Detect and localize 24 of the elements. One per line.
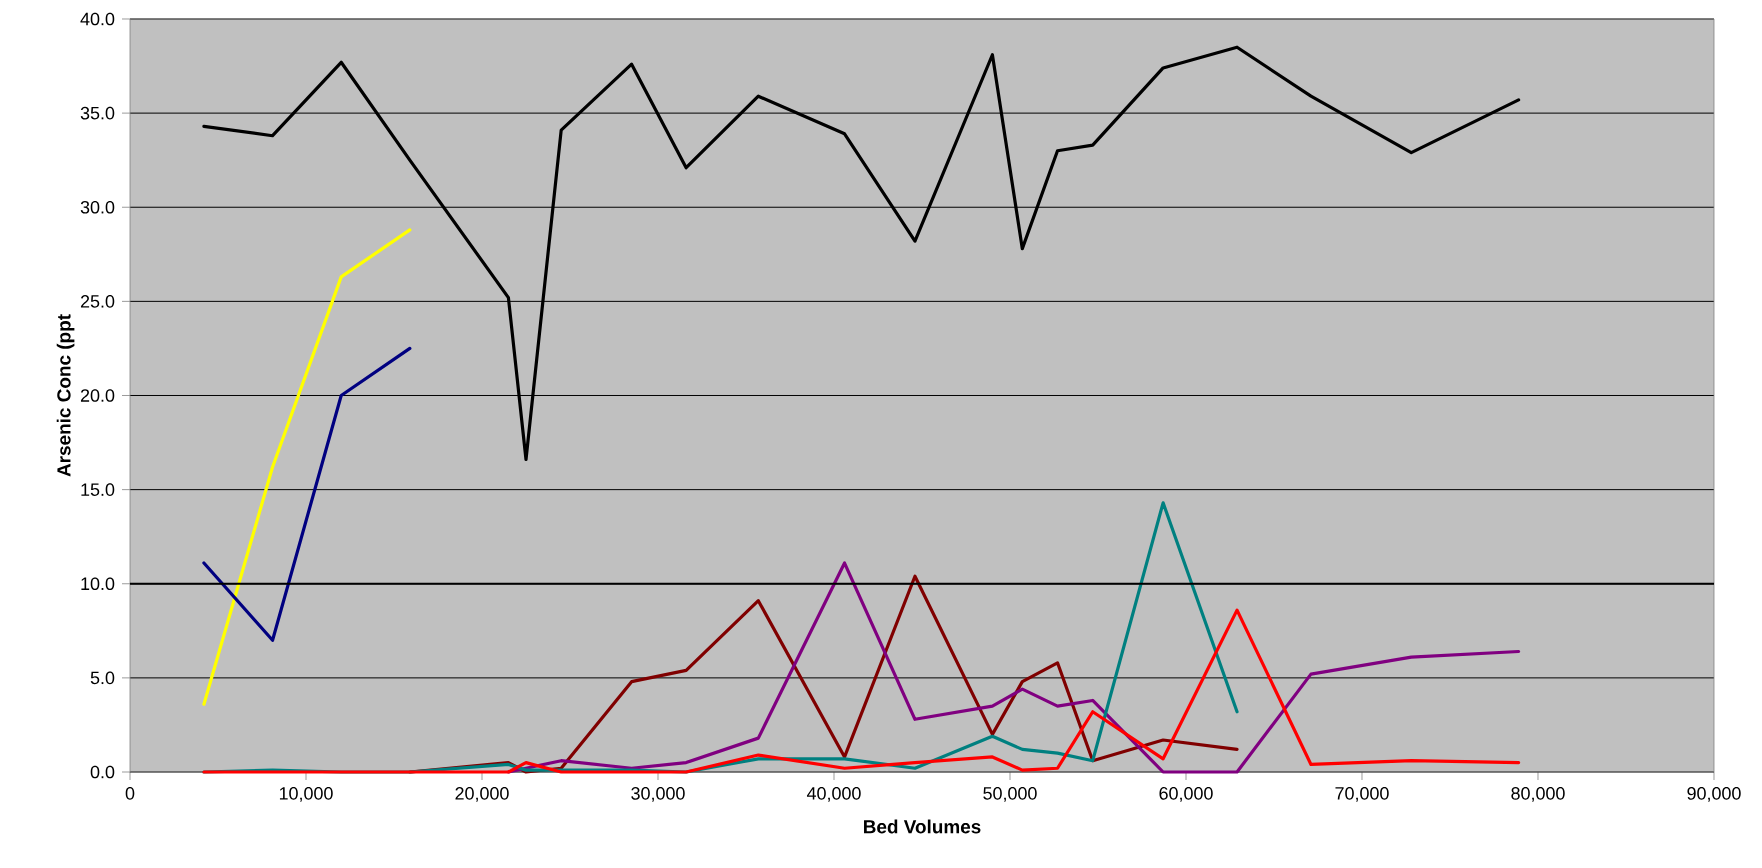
y-tick-label: 20.0 xyxy=(80,389,115,402)
y-tick-label: 40.0 xyxy=(80,12,115,26)
y-axis-title: Arsenic Conc (ppt xyxy=(56,314,75,477)
x-tick-label: 20,000 xyxy=(455,787,509,802)
x-tick-label: 80,000 xyxy=(1511,787,1565,802)
x-tick-label: 70,000 xyxy=(1335,787,1389,802)
y-tick-label: 10.0 xyxy=(81,577,115,591)
x-tick-label: 30,000 xyxy=(631,787,685,802)
x-tick-label: 60,000 xyxy=(1159,787,1213,802)
x-tick-label: 50,000 xyxy=(983,787,1037,802)
y-tick-label: 5.0 xyxy=(90,671,115,685)
y-tick-label: 25.0 xyxy=(80,295,115,308)
y-tick-label: 0.0 xyxy=(90,765,115,779)
x-tick-label: 40,000 xyxy=(806,787,861,802)
x-tick-label: 10,000 xyxy=(279,787,333,802)
line-series xyxy=(202,45,1521,462)
y-tick-label: 15.0 xyxy=(81,483,115,496)
x-tick-label: 90,000 xyxy=(1687,787,1741,802)
y-tick-label: 30.0 xyxy=(80,200,115,214)
x-axis-title: Bed Volumes xyxy=(864,819,981,834)
line-series xyxy=(202,346,412,642)
y-tick-label: 35.0 xyxy=(80,106,115,120)
x-tick-label: 0 xyxy=(125,787,135,800)
line-series xyxy=(202,228,412,706)
